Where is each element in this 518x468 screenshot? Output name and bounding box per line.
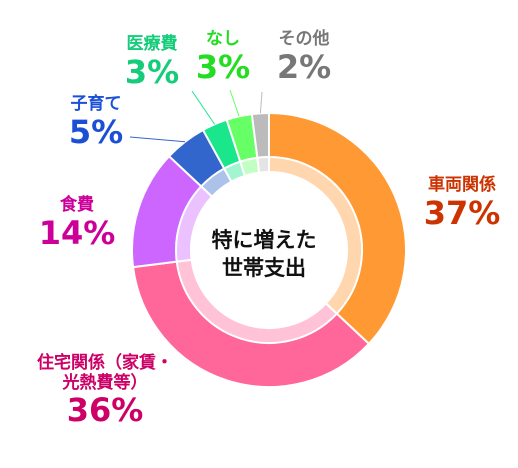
label-car-name: 車両関係 (428, 175, 496, 195)
label-food: 食費 14% (32, 195, 122, 252)
label-none-percent: 3% (195, 47, 251, 86)
label-housing-percent: 36% (66, 391, 144, 430)
label-medical: 医療費 3% (112, 34, 192, 91)
center-title: 特に増えた 世帯支出 (184, 226, 344, 283)
label-none: なし 3% (188, 29, 258, 86)
center-title-line-2: 世帯支出 (222, 256, 306, 281)
label-food-percent: 14% (38, 213, 116, 252)
label-other-percent: 2% (276, 47, 332, 86)
label-medical-name: 医療費 (126, 34, 178, 54)
leader-line-other (259, 91, 263, 114)
label-car: 車両関係 37% (408, 175, 516, 232)
label-other-name: その他 (278, 29, 330, 49)
label-childcare: 子育て 5% (56, 94, 136, 151)
leader-line-none (229, 89, 240, 117)
label-food-name: 食費 (60, 195, 94, 215)
leader-line-medical (191, 90, 216, 125)
label-medical-percent: 3% (124, 52, 180, 91)
slice-inner-none (239, 156, 261, 178)
center-title-line-1: 特に増えた (211, 228, 317, 252)
label-housing-name-line-2: 光熱費等） (62, 372, 148, 393)
label-none-name: なし (206, 29, 240, 49)
label-housing: 住宅関係（家賃・ 光熱費等） 36% (0, 353, 210, 430)
label-housing-name-line-1: 住宅関係（家賃・ (37, 353, 173, 373)
leader-line-childcare (129, 136, 186, 143)
label-childcare-percent: 5% (68, 112, 124, 151)
label-other: その他 2% (262, 29, 346, 86)
slice-inner-other (256, 155, 270, 174)
donut-hole (192, 173, 346, 327)
label-car-percent: 37% (423, 193, 501, 232)
label-childcare-name: 子育て (70, 94, 122, 114)
